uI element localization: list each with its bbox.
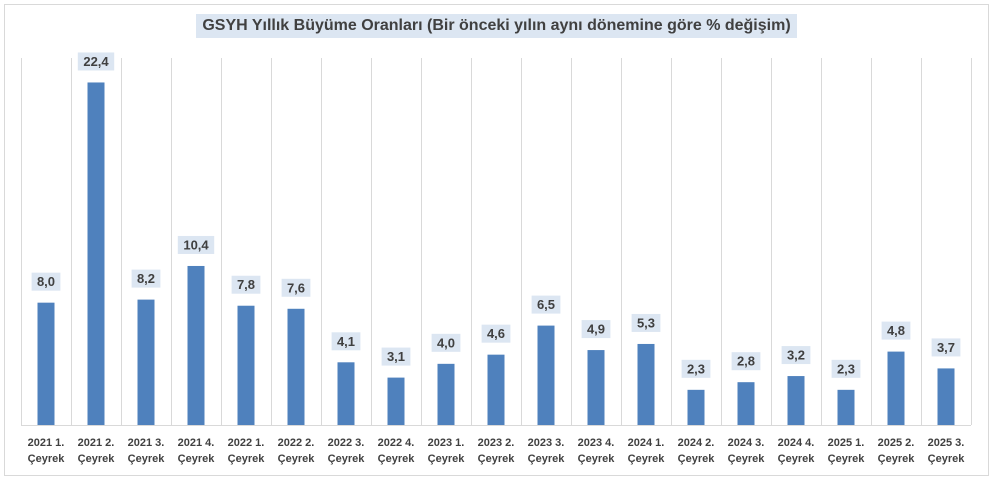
bar: [237, 305, 255, 425]
data-label: 3,1: [387, 349, 405, 364]
data-label: 4,9: [587, 322, 605, 337]
bar: [187, 265, 205, 425]
bar: [587, 350, 605, 425]
x-tick-label: Çeyrek: [878, 453, 916, 465]
bar: [487, 354, 505, 425]
bar: [337, 362, 355, 425]
data-label: 4,6: [487, 326, 505, 341]
bar: [837, 389, 855, 425]
bar: [537, 325, 555, 425]
x-tick-label: Çeyrek: [28, 453, 66, 465]
x-tick-label: 2021 1.: [28, 437, 65, 449]
data-label-bg: [177, 235, 215, 254]
x-tick-label: Çeyrek: [128, 453, 166, 465]
data-label-bg: [731, 352, 761, 371]
x-tick-label: 2021 3.: [128, 437, 165, 449]
data-label-bg: [331, 332, 361, 351]
x-tick-label: Çeyrek: [678, 453, 716, 465]
data-label: 3,2: [787, 348, 805, 363]
data-label: 7,6: [287, 280, 305, 295]
x-tick-label: 2023 4.: [578, 437, 615, 449]
x-tick-label: 2024 3.: [728, 437, 765, 449]
bar: [387, 377, 405, 425]
data-label-bg: [231, 275, 261, 294]
chart-title-box: GSYH Yıllık Büyüme Oranları (Bir önceki …: [5, 14, 988, 38]
x-tick-label: 2022 2.: [278, 437, 315, 449]
x-tick-label: 2023 3.: [528, 437, 565, 449]
x-tick-label: 2024 4.: [778, 437, 815, 449]
x-tick-label: Çeyrek: [478, 453, 516, 465]
x-tick-label: Çeyrek: [328, 453, 366, 465]
x-tick-label: 2023 2.: [478, 437, 515, 449]
x-tick-label: Çeyrek: [228, 453, 266, 465]
x-tick-label: Çeyrek: [828, 453, 866, 465]
x-tick-label: 2024 1.: [628, 437, 665, 449]
data-label: 4,0: [437, 335, 455, 350]
bar: [437, 363, 455, 425]
data-label: 5,3: [637, 315, 655, 330]
x-tick-label: Çeyrek: [628, 453, 666, 465]
bar: [37, 302, 55, 425]
data-label: 6,5: [537, 297, 555, 312]
bar: [887, 351, 905, 425]
data-label-bg: [31, 272, 61, 291]
data-label: 2,8: [737, 354, 755, 369]
x-tick-label: Çeyrek: [928, 453, 966, 465]
data-label: 22,4: [83, 54, 109, 69]
data-label-bg: [131, 269, 161, 288]
x-tick-label: 2025 2.: [878, 437, 915, 449]
x-tick-label: Çeyrek: [78, 453, 116, 465]
data-label-bg: [781, 346, 811, 365]
data-label-bg: [631, 313, 661, 332]
bar: [637, 343, 655, 425]
x-tick-label: Çeyrek: [378, 453, 416, 465]
data-label: 7,8: [237, 277, 255, 292]
x-tick-label: Çeyrek: [428, 453, 466, 465]
x-tick-label: Çeyrek: [578, 453, 616, 465]
data-label-bg: [481, 324, 511, 343]
bar: [137, 299, 155, 425]
data-label-bg: [931, 338, 961, 357]
x-tick-label: 2021 4.: [178, 437, 215, 449]
data-label: 2,3: [687, 361, 705, 376]
bar: [937, 368, 955, 425]
data-label-bg: [881, 321, 911, 340]
x-tick-label: Çeyrek: [178, 453, 216, 465]
bar: [287, 308, 305, 425]
x-tick-label: Çeyrek: [778, 453, 816, 465]
data-label-bg: [531, 295, 561, 314]
bar: [737, 382, 755, 425]
data-label: 10,4: [183, 237, 209, 252]
data-label: 4,1: [337, 334, 355, 349]
data-label: 8,2: [137, 271, 155, 286]
x-tick-label: 2022 1.: [228, 437, 265, 449]
x-tick-label: 2023 1.: [428, 437, 465, 449]
data-label-bg: [681, 359, 711, 378]
data-label-bg: [431, 333, 461, 352]
data-label: 4,8: [887, 323, 905, 338]
data-label-bg: [281, 278, 311, 297]
x-tick-label: Çeyrek: [728, 453, 766, 465]
bar: [87, 82, 105, 425]
data-label: 3,7: [937, 340, 955, 355]
x-tick-label: 2024 2.: [678, 437, 715, 449]
data-label-bg: [77, 52, 115, 71]
bar: [787, 376, 805, 425]
x-tick-label: 2025 3.: [928, 437, 965, 449]
chart-title: GSYH Yıllık Büyüme Oranları (Bir önceki …: [196, 14, 797, 38]
x-tick-label: 2022 4.: [378, 437, 415, 449]
x-tick-label: 2025 1.: [828, 437, 865, 449]
x-tick-label: Çeyrek: [278, 453, 316, 465]
bar: [687, 389, 705, 425]
data-label: 2,3: [837, 361, 855, 376]
x-tick-label: 2021 2.: [78, 437, 115, 449]
data-label: 8,0: [37, 274, 55, 289]
x-tick-label: Çeyrek: [528, 453, 566, 465]
x-tick-label: 2022 3.: [328, 437, 365, 449]
data-label-bg: [581, 320, 611, 339]
data-label-bg: [381, 347, 411, 366]
data-label-bg: [831, 359, 861, 378]
